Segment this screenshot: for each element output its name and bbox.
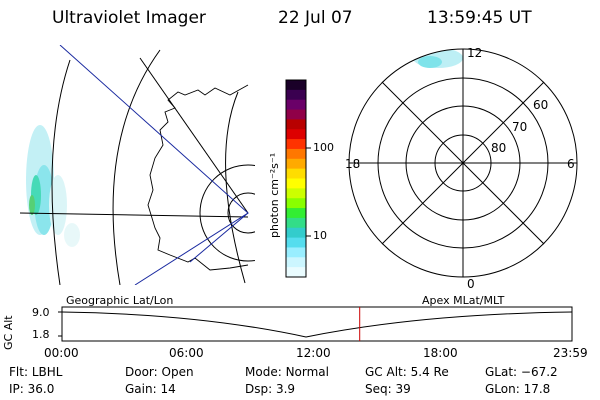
colorbar (285, 79, 307, 278)
aurora-emission (26, 125, 80, 247)
colorbar-swatch (286, 129, 306, 140)
mlt-label-6: 6 (567, 157, 575, 171)
lat-label-70: 70 (512, 120, 528, 134)
colorbar-swatch (286, 227, 306, 239)
colorbar-swatch (286, 80, 306, 91)
info-gc-alt: GC Alt: 5.4 Re (365, 365, 449, 379)
colorbar-swatch (286, 89, 306, 101)
colorbar-swatch (286, 139, 306, 150)
colorbar-unit-label: photon cm⁻²s⁻¹ (268, 152, 281, 238)
colorbar-swatch (286, 267, 306, 278)
colorbar-swatch (286, 119, 306, 130)
timeline-right-title: Apex MLat/MLT (422, 294, 505, 307)
observation-date: 22 Jul 07 (278, 8, 353, 28)
colorbar-tick-100: 100 (313, 141, 334, 154)
colorbar-swatch (286, 257, 306, 268)
mlt-label-12: 12 (467, 46, 483, 60)
observation-time: 13:59:45 UT (427, 8, 532, 28)
colorbar-swatch (286, 168, 306, 179)
info-glat: GLat: −67.2 (485, 365, 558, 379)
mlt-label-0: 0 (467, 277, 475, 291)
instrument-title: Ultraviolet Imager (52, 8, 206, 28)
timeline-x-tick-2359: 23:59 (553, 346, 588, 360)
timeline-left-title: Geographic Lat/Lon (66, 294, 174, 307)
timeline-x-tick-1800: 18:00 (423, 346, 458, 360)
colorbar-swatch (286, 217, 306, 229)
timeline-y-label: GC Alt (2, 315, 15, 350)
colorbar-swatch (286, 237, 306, 248)
lat-label-60: 60 (533, 98, 549, 112)
colorbar-swatch (286, 148, 306, 160)
timeline-x-tick-0600: 06:00 (169, 346, 204, 360)
info-gain: Gain: 14 (125, 382, 176, 396)
info-ip: IP: 36.0 (9, 382, 55, 396)
timeline-y-tick-min: 1.8 (32, 328, 50, 341)
info-glon: GLon: 17.8 (485, 382, 551, 396)
info-door: Door: Open (125, 365, 194, 379)
timeline-x-tick-0000: 00:00 (44, 346, 79, 360)
colorbar-swatch (286, 208, 306, 219)
colorbar-frame (285, 79, 307, 278)
info-mode: Mode: Normal (245, 365, 329, 379)
colorbar-swatch (286, 109, 306, 120)
lat-label-80: 80 (491, 141, 507, 155)
info-flt: Flt: LBHL (9, 365, 63, 379)
mlt-label-18: 18 (345, 157, 361, 171)
timeline-x-tick-1200: 12:00 (296, 346, 331, 360)
colorbar-tick-10: 10 (313, 229, 327, 242)
colorbar-swatch (286, 247, 306, 258)
info-dsp: Dsp: 3.9 (245, 382, 296, 396)
timeline-y-tick-max: 9.0 (32, 306, 50, 319)
colorbar-swatch (286, 158, 306, 170)
colorbar-swatch (286, 188, 306, 199)
colorbar-swatch (286, 178, 306, 189)
info-seq: Seq: 39 (365, 382, 411, 396)
colorbar-swatch (286, 198, 306, 209)
colorbar-swatch (286, 99, 306, 111)
